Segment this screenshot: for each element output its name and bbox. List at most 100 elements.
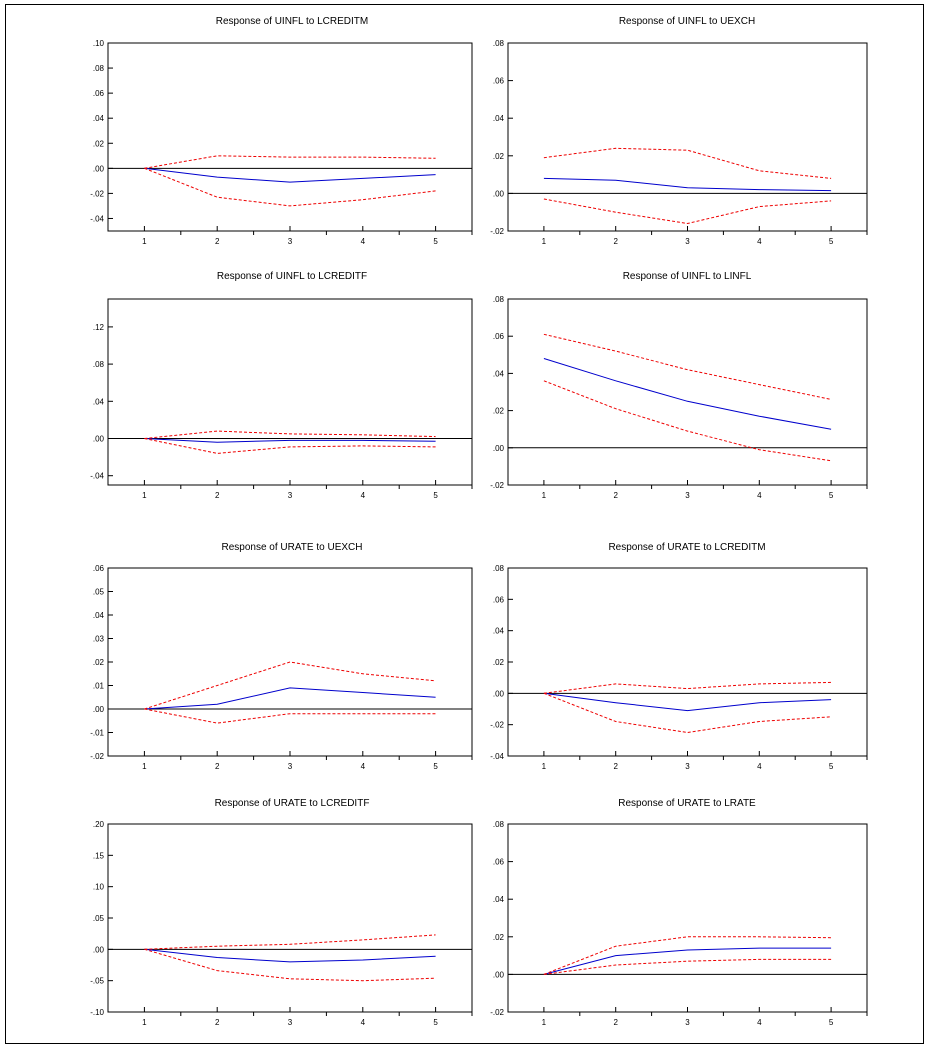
x-tick-label: 1 — [142, 1018, 147, 1027]
chart-panel-3: Response of UINFL to LCREDITF .12 .08 .04 .0… — [90, 271, 473, 500]
x-tick-label: 3 — [685, 762, 690, 771]
y-tick-label: .20 — [93, 820, 105, 829]
y-tick-label: .04 — [493, 114, 505, 123]
x-tick-label: 1 — [542, 491, 547, 500]
x-tick-label: 4 — [361, 762, 366, 771]
x-tick-label: 2 — [215, 1018, 220, 1027]
confidence-band-upper — [144, 155, 436, 169]
y-tick-label: .04 — [493, 895, 505, 904]
response-line — [543, 358, 832, 430]
figure-frame — [5, 4, 924, 1044]
confidence-band-upper — [144, 934, 436, 950]
response-line — [543, 692, 832, 712]
y-tick-label: .06 — [93, 564, 105, 573]
x-tick-label: 3 — [685, 491, 690, 500]
confidence-band-lower — [144, 708, 436, 724]
y-tick-label: .10 — [93, 883, 105, 892]
confidence-band-upper — [543, 681, 832, 694]
x-tick-label: 3 — [288, 1018, 293, 1027]
confidence-band-lower — [543, 958, 832, 975]
y-tick-label: .02 — [493, 407, 505, 416]
confidence-band-lower — [543, 380, 832, 462]
y-tick-label: .04 — [93, 397, 105, 406]
plot-area — [107, 42, 473, 232]
y-tick-label: -.02 — [490, 481, 504, 490]
plot-area — [507, 823, 868, 1013]
confidence-band-upper — [543, 936, 832, 975]
x-tick-label: 4 — [757, 491, 762, 500]
x-tick-label: 4 — [757, 1018, 762, 1027]
plot-area — [507, 298, 868, 486]
y-tick-label: .00 — [493, 970, 505, 979]
y-tick-label: -.04 — [90, 472, 104, 481]
y-tick-label: .05 — [93, 914, 105, 923]
y-tick-label: -.04 — [490, 752, 504, 761]
response-line — [144, 438, 436, 443]
y-tick-label: .12 — [93, 323, 105, 332]
chart-title: Response of UINFL to UEXCH — [619, 16, 755, 27]
y-tick-label: .02 — [493, 152, 505, 161]
y-tick-label: .04 — [493, 627, 505, 636]
y-tick-label: .02 — [93, 139, 105, 148]
x-tick-label: 5 — [433, 762, 438, 771]
x-tick-label: 4 — [361, 1018, 366, 1027]
y-tick-label: -.02 — [90, 752, 104, 761]
x-tick-label: 2 — [613, 1018, 618, 1027]
plot-area — [107, 823, 473, 1013]
y-tick-label: .02 — [93, 658, 105, 667]
plot-area — [507, 42, 868, 232]
x-tick-label: 2 — [613, 237, 618, 246]
chart-panel-2: Response of UINFL to UEXCH .08 .06 .04 .02 .0… — [490, 16, 868, 246]
x-tick-label: 1 — [542, 237, 547, 246]
y-tick-label: .08 — [493, 564, 505, 573]
y-tick-label: .10 — [93, 39, 105, 48]
x-tick-label: 4 — [757, 762, 762, 771]
confidence-band-lower — [144, 948, 436, 982]
x-tick-label: 5 — [433, 1018, 438, 1027]
chart-title: Response of URATE to LCREDITF — [215, 798, 370, 809]
chart-panel-8: Response of URATE to LRATE .08 .06 .04 .02 .0… — [490, 798, 868, 1027]
y-tick-label: .08 — [493, 39, 505, 48]
response-line — [144, 687, 436, 710]
y-tick-label: .03 — [93, 635, 105, 644]
x-tick-label: 3 — [685, 1018, 690, 1027]
y-tick-label: .02 — [493, 933, 505, 942]
response-line — [144, 167, 436, 183]
x-tick-label: 1 — [542, 762, 547, 771]
confidence-band-lower — [543, 692, 832, 734]
confidence-band-lower — [144, 438, 436, 454]
chart-title: Response of URATE to LCREDITM — [608, 542, 765, 553]
response-line — [144, 948, 436, 963]
x-tick-label: 5 — [433, 491, 438, 500]
y-tick-label: .04 — [493, 369, 505, 378]
chart-title: Response of URATE to UEXCH — [222, 542, 363, 553]
confidence-band-lower — [543, 198, 832, 225]
y-tick-label: -.02 — [90, 189, 104, 198]
y-tick-label: .06 — [493, 858, 505, 867]
y-tick-label: .08 — [493, 295, 505, 304]
x-tick-label: 2 — [215, 491, 220, 500]
plot-area — [507, 567, 868, 757]
x-tick-label: 3 — [685, 237, 690, 246]
chart-panel-7: Response of URATE to LCREDITF .20 .15 .10 .0… — [90, 798, 473, 1027]
y-tick-label: .00 — [493, 444, 505, 453]
y-tick-label: .08 — [493, 820, 505, 829]
y-tick-label: .06 — [493, 332, 505, 341]
y-tick-label: .08 — [93, 360, 105, 369]
x-tick-label: 5 — [829, 1018, 834, 1027]
y-tick-label: .00 — [93, 435, 105, 444]
response-line — [543, 177, 832, 192]
x-tick-label: 2 — [215, 762, 220, 771]
y-tick-label: .00 — [93, 705, 105, 714]
y-tick-label: .15 — [93, 851, 105, 860]
x-tick-label: 1 — [142, 491, 147, 500]
y-tick-label: .00 — [93, 164, 105, 173]
response-line — [543, 947, 832, 975]
y-tick-label: .04 — [93, 114, 105, 123]
y-tick-label: -.10 — [90, 1008, 104, 1017]
y-tick-label: .06 — [493, 77, 505, 86]
x-tick-label: 2 — [613, 491, 618, 500]
x-tick-label: 5 — [829, 237, 834, 246]
confidence-band-lower — [144, 167, 436, 207]
x-tick-label: 1 — [142, 762, 147, 771]
